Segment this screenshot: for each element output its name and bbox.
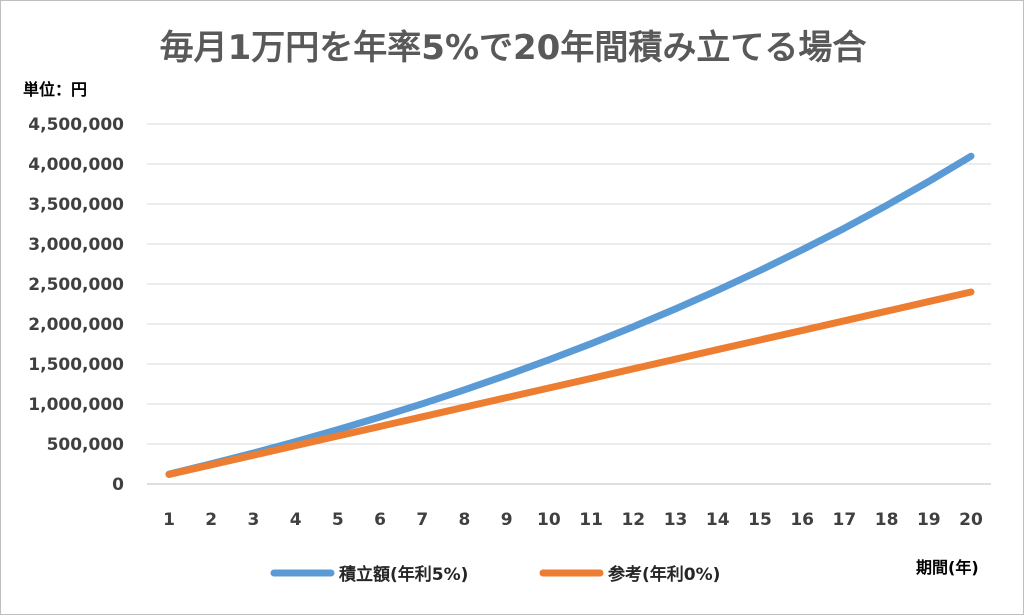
x-tick-label: 19 xyxy=(917,510,941,530)
chart-title: 毎月1万円を年率5%で20年間積み立てる場合 xyxy=(160,28,867,68)
x-axis-label: 期間(年) xyxy=(916,558,979,577)
x-tick-label: 13 xyxy=(664,510,688,530)
y-tick-label: 4,500,000 xyxy=(28,115,124,135)
legend-label-compound: 積立額(年利5%) xyxy=(339,564,468,585)
x-tick-label: 15 xyxy=(748,510,772,530)
x-tick-label: 4 xyxy=(290,510,302,530)
x-tick-label: 8 xyxy=(459,510,471,530)
y-axis-ticks: 0 500,000 1,000,000 1,500,000 2,000,000 2,500… xyxy=(28,115,124,495)
y-tick-label: 1,500,000 xyxy=(28,355,124,375)
legend-label-reference: 参考(年利0%) xyxy=(608,564,720,585)
x-tick-label: 9 xyxy=(501,510,513,530)
y-tick-label: 2,500,000 xyxy=(28,275,124,295)
x-axis-ticks: 1 2 3 4 5 6 7 8 9 10 11 12 13 14 15 16 17 18 19 20 xyxy=(163,510,983,530)
x-tick-label: 16 xyxy=(790,510,814,530)
x-tick-label: 10 xyxy=(537,510,561,530)
x-tick-label: 6 xyxy=(374,510,386,530)
x-tick-label: 18 xyxy=(875,510,899,530)
x-tick-label: 14 xyxy=(706,510,730,530)
series-line-reference xyxy=(165,288,975,478)
legend: 積立額(年利5%) 参考(年利0%) xyxy=(270,564,720,585)
x-tick-label: 3 xyxy=(247,510,259,530)
x-tick-label: 17 xyxy=(833,510,857,530)
x-tick-label: 20 xyxy=(959,510,983,530)
x-tick-label: 1 xyxy=(163,510,175,530)
x-tick-label: 2 xyxy=(205,510,217,530)
series-line-compound xyxy=(165,152,975,478)
y-tick-label: 500,000 xyxy=(47,435,125,455)
x-tick-label: 11 xyxy=(579,510,603,530)
y-tick-label: 0 xyxy=(112,475,124,495)
y-tick-label: 4,000,000 xyxy=(28,155,124,175)
y-tick-label: 1,000,000 xyxy=(28,395,124,415)
y-tick-label: 3,500,000 xyxy=(28,195,124,215)
unit-label: 単位：円 xyxy=(23,80,87,99)
y-tick-label: 2,000,000 xyxy=(28,315,124,335)
x-tick-label: 5 xyxy=(332,510,344,530)
series-lines xyxy=(165,152,975,478)
x-tick-label: 7 xyxy=(416,510,428,530)
y-tick-label: 3,000,000 xyxy=(28,235,124,255)
x-tick-label: 12 xyxy=(621,510,645,530)
gridlines xyxy=(147,123,991,485)
